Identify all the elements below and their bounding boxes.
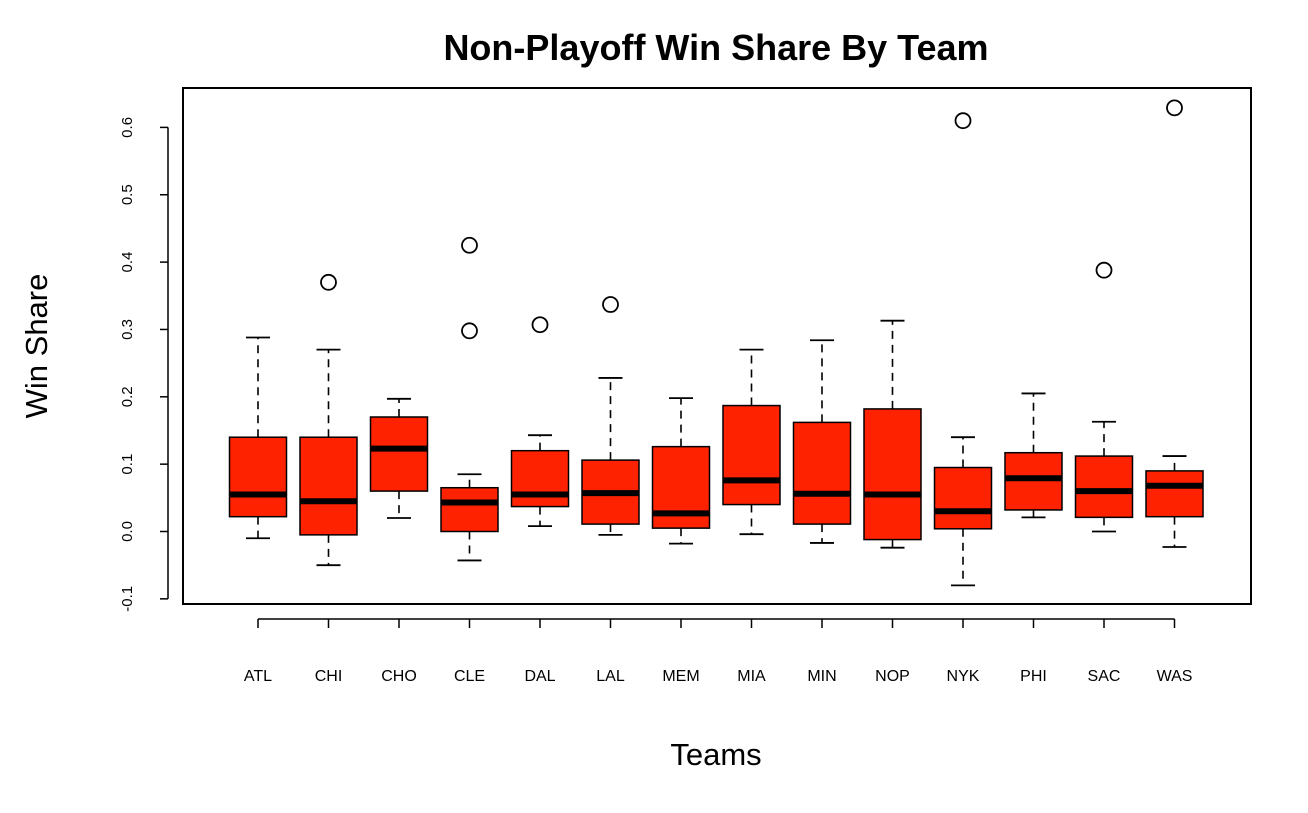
x-tick-label: CLE	[454, 668, 485, 685]
outlier-point	[461, 236, 478, 254]
box-cho	[369, 397, 429, 519]
box-chi	[299, 273, 358, 567]
x-tick-label: MIA	[737, 668, 766, 685]
box-dal	[510, 316, 570, 528]
outlier-point	[1166, 99, 1183, 117]
outlier-point	[461, 322, 478, 340]
box-rect	[440, 486, 499, 533]
box-mia	[722, 348, 781, 536]
box-atl	[228, 336, 288, 540]
x-tick-label: DAL	[524, 668, 555, 685]
box-rect	[228, 436, 288, 518]
outlier-point	[1095, 261, 1113, 279]
x-tick-label: NOP	[875, 668, 910, 685]
x-tick-label: SAC	[1088, 668, 1121, 685]
boxes-group	[228, 99, 1204, 587]
outlier-point	[531, 316, 549, 334]
x-tick-label: CHO	[381, 668, 417, 685]
box-rect	[1145, 470, 1204, 518]
box-rect	[510, 449, 570, 508]
box-was	[1145, 99, 1204, 548]
y-tick-label: 0.4	[119, 252, 136, 273]
x-axis: ATL CHI CHO CLE DAL LAL MEM MIA MIN NOP NYK PHI SAC W…	[244, 618, 1193, 685]
outlier-point	[320, 273, 337, 291]
y-tick-label: 0.1	[119, 454, 136, 475]
y-axis: -0.1 0.0 0.1 0.2 0.3 0.4 0.5 0.6	[119, 117, 169, 612]
box-lal	[581, 296, 640, 536]
y-tick-label: -0.1	[119, 586, 136, 612]
y-tick-label: 0.5	[119, 184, 136, 205]
box-phi	[1004, 392, 1063, 519]
box-nyk	[933, 112, 993, 587]
box-rect	[369, 416, 429, 492]
box-rect	[299, 436, 358, 536]
x-tick-label: PHI	[1020, 668, 1047, 685]
y-tick-label: 0.6	[119, 117, 136, 138]
x-tick-label: CHI	[315, 668, 343, 685]
box-nop	[863, 319, 922, 549]
box-rect	[792, 421, 852, 525]
chart-title: Non-Playoff Win Share By Team	[443, 27, 988, 68]
box-rect	[933, 466, 993, 530]
y-tick-label: 0.3	[119, 319, 136, 340]
x-tick-label: LAL	[596, 668, 625, 685]
y-tick-label: 0.2	[119, 386, 136, 407]
box-min	[792, 339, 852, 544]
x-tick-label: WAS	[1157, 668, 1193, 685]
x-tick-label: NYK	[947, 668, 980, 685]
box-rect	[722, 404, 781, 506]
outlier-point	[954, 112, 972, 130]
box-cle	[440, 236, 499, 562]
x-axis-title: Teams	[670, 737, 761, 772]
box-mem	[651, 397, 711, 545]
outlier-point	[602, 296, 619, 313]
box-rect	[1004, 451, 1063, 511]
box-sac	[1074, 261, 1134, 533]
x-tick-label: ATL	[244, 668, 272, 685]
x-tick-label: MEM	[662, 668, 699, 685]
box-rect	[1074, 455, 1134, 519]
y-tick-label: 0.0	[119, 521, 136, 542]
plot-frame	[182, 87, 1252, 605]
box-rect	[863, 408, 922, 541]
y-axis-title: Win Share	[19, 274, 54, 419]
x-tick-label: MIN	[807, 668, 836, 685]
